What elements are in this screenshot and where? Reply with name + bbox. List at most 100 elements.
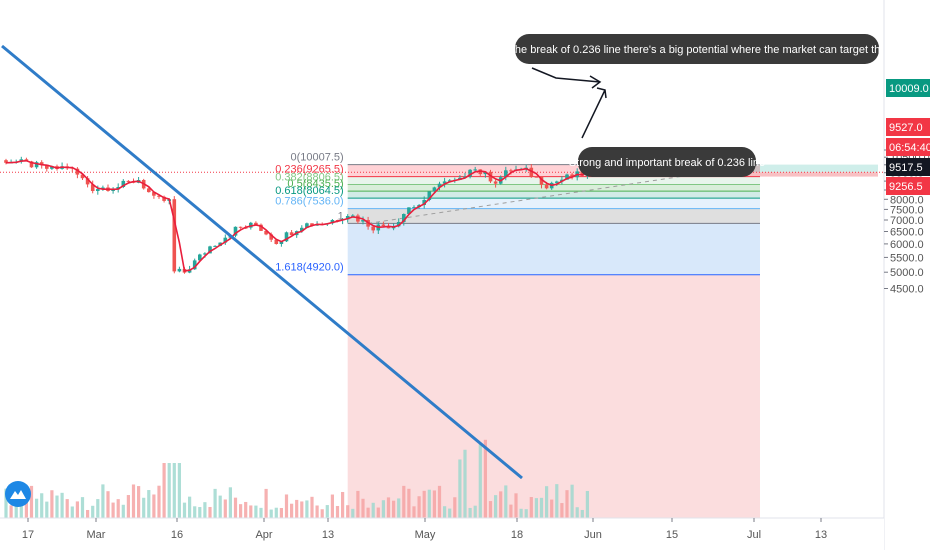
volume-bar-45: [233, 497, 238, 518]
candle-body-82: [422, 200, 426, 205]
volume-bar-0: [4, 488, 8, 518]
volume-bar-70: [361, 498, 365, 518]
candle-body-23: [121, 180, 126, 187]
volume-bar-91: [468, 507, 472, 518]
candle-body-21: [111, 189, 115, 191]
volume-bar-113: [580, 509, 584, 518]
x-tick-label-2: 16: [171, 529, 183, 541]
candle-body-74: [381, 224, 386, 227]
candle-body-33: [172, 199, 177, 272]
volume-bar-13: [70, 506, 74, 518]
candle-body-110: [565, 174, 569, 180]
candle-body-18: [96, 189, 100, 191]
volume-bar-57: [295, 499, 299, 518]
candle-body-29: [152, 192, 156, 196]
volume-bar-56: [290, 503, 294, 518]
volume-bar-61: [315, 505, 319, 518]
volume-bar-21: [111, 502, 115, 518]
volume-bar-90: [463, 449, 467, 518]
volume-bar-68: [351, 508, 355, 518]
volume-bar-9: [50, 490, 54, 518]
volume-bar-10: [55, 495, 59, 518]
volume-bar-15: [80, 497, 85, 518]
volume-bar-25: [131, 484, 136, 518]
candle-body-92: [473, 169, 477, 171]
volume-bar-53: [274, 507, 278, 518]
candle-body-113: [580, 171, 585, 176]
volume-bar-6: [35, 498, 39, 518]
volume-bar-1: [9, 505, 13, 518]
candle-body-54: [279, 241, 284, 244]
fib-zone-2: [347, 184, 760, 192]
price-badge-0: [886, 79, 930, 97]
candle-body-64: [330, 220, 335, 224]
candle-body-43: [223, 237, 228, 243]
arrow-line-1: [531, 67, 601, 83]
candle-body-84: [432, 187, 437, 192]
volume-bar-96: [494, 495, 498, 518]
price-badge-label-1: 9527.0: [889, 122, 923, 134]
candle-body-95: [488, 171, 493, 182]
volume-bar-16: [86, 509, 90, 518]
candle-body-50: [259, 224, 263, 231]
volume-bar-26: [137, 486, 141, 518]
volume-bar-109: [560, 503, 564, 518]
volume-bar-38: [198, 507, 202, 518]
candle-body-14: [75, 168, 80, 175]
x-tick-label-3: Apr: [255, 529, 272, 541]
volume-bar-23: [121, 504, 125, 518]
candle-body-106: [544, 184, 549, 189]
volume-bar-80: [412, 506, 416, 518]
candle-body-98: [504, 170, 508, 178]
volume-bar-84: [432, 490, 436, 518]
volume-bar-60: [310, 496, 314, 518]
volume-bar-78: [402, 485, 406, 518]
volume-bar-30: [157, 485, 161, 518]
volume-bar-29: [152, 494, 156, 518]
volume-bar-76: [392, 500, 396, 518]
volume-bar-24: [126, 495, 130, 518]
volume-bar-44: [228, 487, 232, 518]
candle-body-69: [356, 215, 360, 222]
candle-body-67: [345, 216, 350, 220]
price-badge-label-2: 06:54:40: [889, 142, 932, 154]
price-badge-1: [886, 118, 930, 136]
volume-bar-52: [269, 509, 273, 518]
annotation-text-1: After the break of 0.236 line there's a …: [486, 44, 909, 56]
x-tick-label-6: 18: [511, 529, 523, 541]
x-tick-label-0: 17: [22, 529, 34, 541]
volume-bar-71: [366, 507, 370, 518]
volume-bar-46: [239, 504, 243, 518]
candle-body-59: [305, 223, 309, 228]
candle-body-53: [274, 239, 279, 244]
volume-bar-93: [478, 444, 482, 518]
fib-zone-6: [347, 223, 760, 275]
arrow-line-2: [581, 87, 607, 139]
fib-zone-5: [347, 208, 760, 224]
volume-bar-22: [116, 499, 120, 518]
volume-bar-40: [208, 506, 212, 518]
volume-bar-14: [75, 501, 79, 518]
candle-body-0: [4, 160, 8, 163]
candle-body-75: [386, 226, 391, 229]
volume-bar-36: [188, 496, 192, 518]
volume-bar-104: [534, 498, 538, 518]
volume-bar-64: [330, 494, 334, 518]
volume-bar-88: [453, 497, 457, 518]
volume-bar-28: [147, 490, 151, 518]
candle-body-7: [39, 162, 44, 165]
volume-bar-114: [585, 490, 589, 518]
candle-body-111: [570, 174, 574, 178]
candle-body-52: [269, 234, 273, 240]
volume-bar-82: [422, 490, 426, 518]
volume-bar-58: [300, 501, 304, 518]
volume-bar-66: [341, 491, 345, 518]
volume-bar-105: [539, 497, 544, 518]
fib-label-2: 0.382(8806.5): [275, 172, 344, 184]
volume-bar-87: [448, 508, 452, 518]
volume-bar-37: [193, 506, 197, 518]
candle-body-45: [233, 226, 238, 236]
price-badge-label-0: 10009.0: [889, 83, 929, 95]
candle-body-99: [509, 170, 513, 172]
